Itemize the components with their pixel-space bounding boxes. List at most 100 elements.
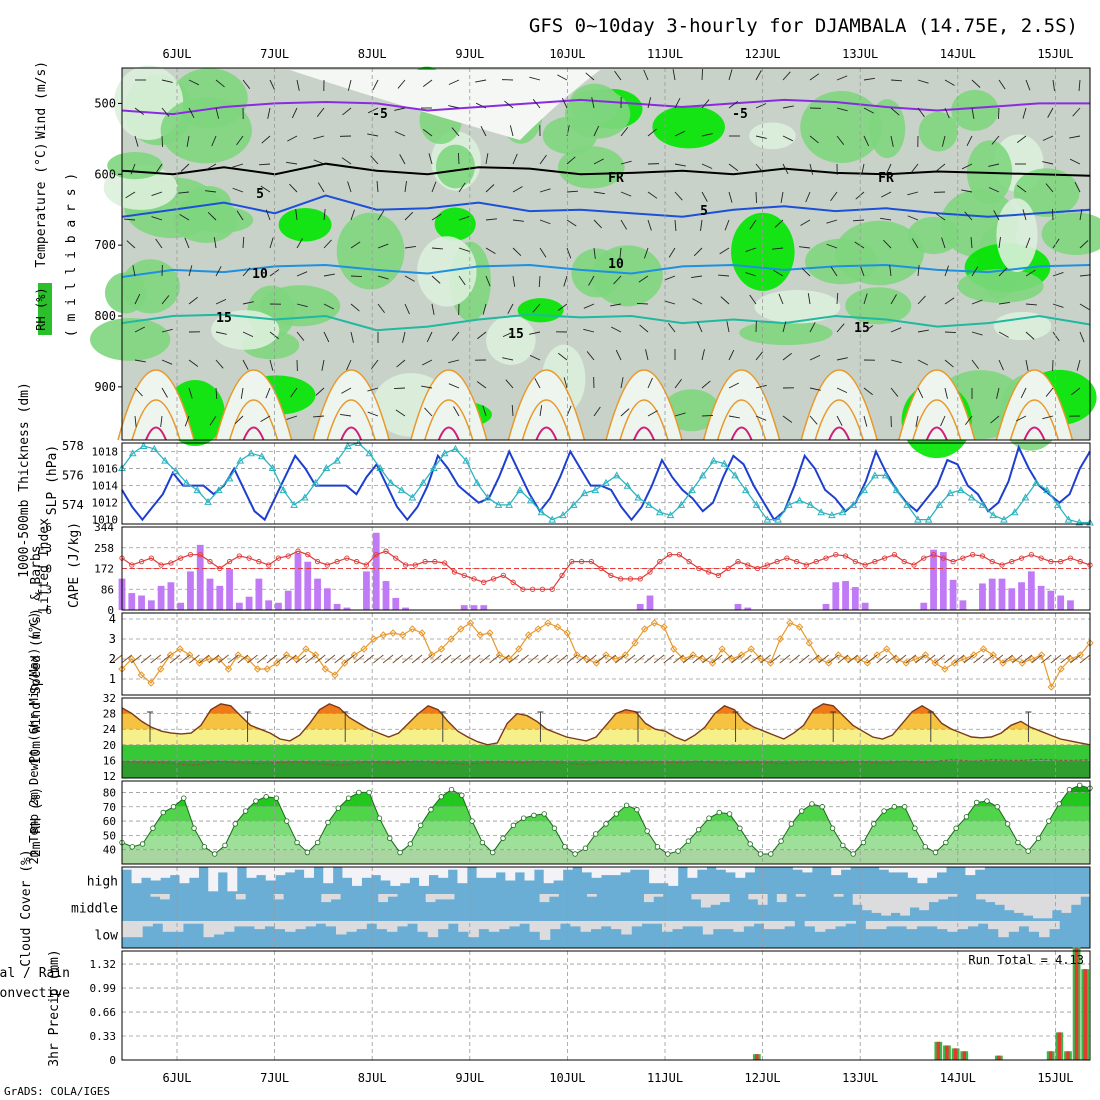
wind-barb <box>453 406 460 417</box>
lifted-index-marker <box>970 552 976 558</box>
wind-barb <box>890 79 903 82</box>
wind-speed-marker <box>137 671 146 679</box>
wind-barb <box>593 406 601 417</box>
cloud-middle-bar <box>928 894 939 903</box>
cloud-high-bar <box>898 867 909 873</box>
wind-speed-marker <box>263 665 271 673</box>
surface-wind-barb <box>692 654 704 664</box>
wind-barb <box>269 359 274 371</box>
wind-barb <box>990 415 1000 424</box>
wind-barb <box>917 265 920 277</box>
precip-conv-bar <box>953 1048 958 1060</box>
cape-bar <box>1027 571 1035 610</box>
thickness-marker <box>1064 515 1073 523</box>
wind-barb <box>215 331 227 335</box>
wind-barb <box>782 352 792 361</box>
lifted-label: Lifted Index <box>37 518 52 612</box>
cloud-middle-bar <box>909 894 920 908</box>
wind-barb <box>674 163 686 167</box>
thermal-dome <box>214 369 293 441</box>
cape-bar <box>636 603 644 610</box>
thickness-marker <box>268 463 277 472</box>
wind-barb <box>431 303 435 315</box>
wind-barb <box>323 239 332 249</box>
cloud-middle-bar <box>653 894 664 897</box>
cape-bar <box>920 602 928 610</box>
wind-barb <box>395 409 406 417</box>
lifted-index-marker <box>1009 558 1015 565</box>
wind-barb <box>316 107 325 117</box>
lifted-index-marker <box>891 552 898 558</box>
wind-barb <box>178 191 190 194</box>
surface-wind-barb <box>276 654 287 664</box>
wind-barb <box>805 191 811 203</box>
rh-marker <box>520 815 527 821</box>
wind-barb <box>701 414 714 417</box>
surface-wind-barb <box>334 654 345 664</box>
temp-tick: 28 <box>103 708 116 721</box>
cloud-low-bar <box>152 921 164 924</box>
thickness-marker <box>344 441 352 449</box>
wind-barb <box>647 377 653 389</box>
wind-barb <box>1052 303 1064 308</box>
surface-wind-barb <box>111 654 123 664</box>
surface-wind-barb <box>489 654 500 664</box>
temp-contour-line <box>121 263 1091 278</box>
rh-marker <box>160 809 166 816</box>
cloud-low-bar <box>366 921 378 924</box>
wind-speed-marker <box>302 645 310 653</box>
wind-barb <box>265 387 271 399</box>
wind-barb <box>476 381 487 389</box>
thickness-marker <box>430 463 438 472</box>
thickness-tick: 576 <box>62 468 84 482</box>
cloud-low-bar <box>600 921 612 927</box>
wind-barb <box>242 301 254 305</box>
cloud-low-bar <box>519 921 530 924</box>
wind-speed-marker <box>418 629 426 637</box>
wind-speed-marker <box>544 619 552 627</box>
cape-bar <box>988 578 996 610</box>
surface-wind-barb <box>731 654 742 664</box>
wind-speed-marker <box>253 665 262 673</box>
wind-barb <box>529 331 541 335</box>
contour-label: 10 <box>608 257 624 272</box>
wind-barb <box>917 107 925 118</box>
wind-barb <box>890 359 902 364</box>
wind-barb <box>242 79 251 89</box>
wind-barb <box>394 131 406 137</box>
cloud-high-bar <box>495 867 506 873</box>
cloud-middle-bar <box>757 894 768 905</box>
surface-wind-barb <box>653 654 665 664</box>
surface-wind-barb <box>634 654 646 664</box>
lifted-index-marker <box>960 555 966 561</box>
wind-barb <box>396 359 406 368</box>
wind-barb <box>639 324 649 333</box>
lifted-index-marker <box>794 558 800 565</box>
thermal-dome-core <box>828 426 851 441</box>
thickness-marker <box>494 500 503 508</box>
cloud-high-bar <box>534 867 545 870</box>
wind-barb <box>701 191 708 202</box>
rh-band <box>122 785 1090 793</box>
thickness-marker <box>828 511 836 519</box>
thermal-dome-inner <box>1009 399 1060 441</box>
wind-speed-marker <box>592 659 601 667</box>
cloud-middle-bar <box>995 894 1005 905</box>
wind-barb <box>161 79 173 83</box>
cloud-high-bar <box>879 867 890 870</box>
rh-patch <box>805 238 878 285</box>
surface-wind-barb <box>818 654 829 664</box>
thickness-marker <box>397 486 406 494</box>
wind-barb <box>728 101 739 109</box>
wind-barb <box>647 128 657 137</box>
wind-speed-marker <box>379 631 388 639</box>
lifted-index-marker <box>784 555 790 561</box>
wind-barb <box>539 188 551 193</box>
wind-barb <box>566 156 576 165</box>
wind-barb <box>1079 209 1083 221</box>
cape-bar <box>294 553 302 610</box>
rh-marker <box>490 849 496 856</box>
wind-barb <box>234 415 244 424</box>
surface-wind-barb <box>150 654 162 664</box>
cloud-middle-bar <box>444 894 455 900</box>
